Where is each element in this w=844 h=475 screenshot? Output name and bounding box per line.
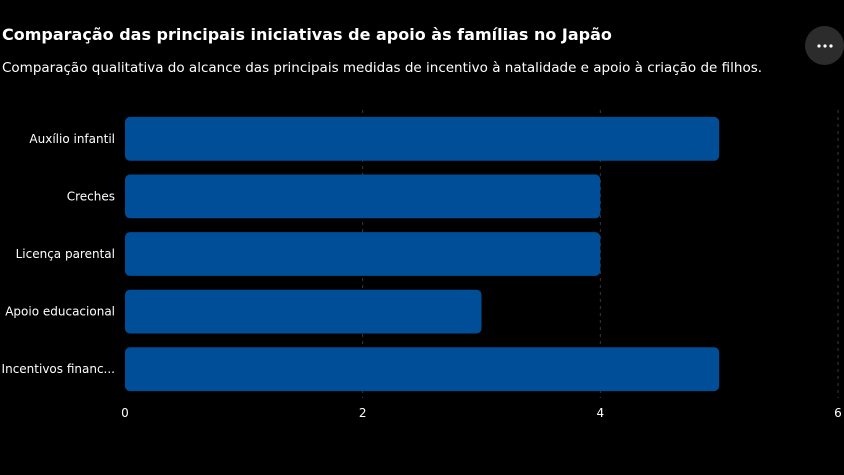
category-label: Auxílio infantil bbox=[29, 132, 115, 146]
value-axis: 0 2 4 6 bbox=[121, 406, 842, 420]
bar[interactable] bbox=[125, 347, 720, 392]
bar[interactable] bbox=[125, 174, 601, 219]
more-horizontal-icon bbox=[816, 43, 833, 48]
category-axis: Auxílio infantil Creches Licença parental A… bbox=[2, 132, 115, 376]
bar[interactable] bbox=[125, 289, 482, 334]
category-label: Creches bbox=[67, 189, 115, 203]
x-tick-label: 6 bbox=[834, 406, 842, 420]
bar[interactable] bbox=[125, 116, 720, 161]
x-tick-label: 0 bbox=[121, 406, 129, 420]
chart-title: Comparação das principais iniciativas de… bbox=[2, 25, 612, 44]
bar[interactable] bbox=[125, 232, 601, 276]
category-label: Incentivos financ... bbox=[2, 362, 115, 376]
x-tick-label: 4 bbox=[597, 406, 605, 420]
x-tick-label: 2 bbox=[359, 406, 367, 420]
category-label: Apoio educacional bbox=[5, 305, 115, 319]
bars bbox=[125, 116, 720, 392]
chart-subtitle: Comparação qualitativa do alcance das pr… bbox=[2, 60, 763, 76]
more-options-button[interactable] bbox=[805, 26, 844, 65]
category-label: Licença parental bbox=[16, 247, 115, 261]
